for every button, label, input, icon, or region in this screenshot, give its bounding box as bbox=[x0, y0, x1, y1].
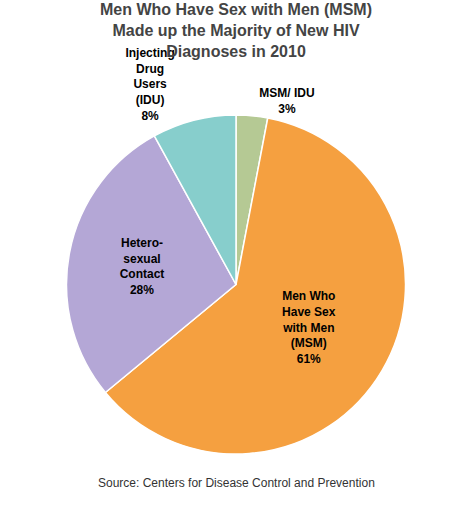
svg-text:Hetero-sexualContact28%: Hetero-sexualContact28% bbox=[120, 236, 165, 297]
svg-text:Source: Centers for Disease Co: Source: Centers for Disease Control and … bbox=[98, 476, 375, 490]
svg-text:InjectingDrugUsers(IDU)8%: InjectingDrugUsers(IDU)8% bbox=[125, 46, 174, 122]
svg-text:MSM/ IDU3%: MSM/ IDU3% bbox=[259, 86, 314, 116]
svg-text:Men Who Have Sex with Men (MSM: Men Who Have Sex with Men (MSM)Made up t… bbox=[100, 1, 372, 60]
svg-text:Men WhoHave Sexwith Men(MSM)61: Men WhoHave Sexwith Men(MSM)61% bbox=[282, 289, 336, 365]
